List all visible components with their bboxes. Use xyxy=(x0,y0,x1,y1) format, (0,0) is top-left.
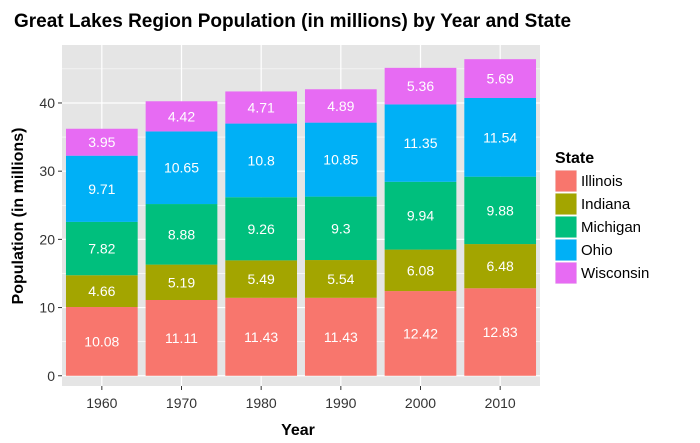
bar-ohio-2000 xyxy=(384,104,457,182)
y-tick-label: 20 xyxy=(39,231,55,247)
bar-indiana-1990 xyxy=(304,260,377,298)
legend-label-indiana: Indiana xyxy=(581,196,631,213)
data-label: 11.43 xyxy=(244,329,278,345)
bar-illinois-1990 xyxy=(304,297,377,376)
data-label: 10.65 xyxy=(164,160,199,176)
data-label: 5.49 xyxy=(248,271,275,287)
legend-swatch-illinois xyxy=(555,170,577,192)
data-label: 12.83 xyxy=(483,324,518,340)
x-axis: 1960 1970 1980 1990 2000 2010 xyxy=(86,386,516,411)
data-label: 9.71 xyxy=(88,181,115,197)
data-label: 7.82 xyxy=(88,241,115,257)
y-tick-label: 0 xyxy=(47,368,55,384)
data-labels: 10.08 11.11 11.43 11.43 12.42 12.83 4.66 5.19 5.… xyxy=(84,71,518,350)
bar-illinois-1980 xyxy=(225,297,298,376)
legend-swatch-ohio xyxy=(555,239,577,261)
bar-wisconsin-1970 xyxy=(145,101,218,132)
x-tick-label: 2010 xyxy=(485,395,516,411)
bar-indiana-1970 xyxy=(145,264,218,300)
bar-michigan-1990 xyxy=(304,196,377,261)
data-label: 9.88 xyxy=(487,202,514,218)
data-label: 5.69 xyxy=(487,71,514,87)
bar-illinois-1970 xyxy=(145,299,218,376)
bar-wisconsin-2010 xyxy=(464,59,537,98)
bar-michigan-2000 xyxy=(384,181,457,250)
legend: State Illinois Indiana Michigan Ohio Wiscons… xyxy=(555,150,649,284)
bars xyxy=(65,59,537,376)
legend-swatch-wisconsin xyxy=(555,262,577,284)
data-label: 6.48 xyxy=(487,258,514,274)
data-label: 4.42 xyxy=(168,108,195,124)
bar-indiana-1960 xyxy=(65,275,138,308)
bar-illinois-1960 xyxy=(65,307,138,376)
y-tick-label: 30 xyxy=(39,163,55,179)
data-label: 11.35 xyxy=(404,135,438,151)
bar-indiana-1980 xyxy=(225,260,298,298)
bar-michigan-1970 xyxy=(145,204,218,265)
bar-indiana-2010 xyxy=(464,244,537,289)
bar-indiana-2000 xyxy=(384,249,457,292)
bar-ohio-1980 xyxy=(225,123,298,198)
legend-label-michigan: Michigan xyxy=(581,219,641,236)
x-tick-label: 1990 xyxy=(325,395,356,411)
data-label: 3.95 xyxy=(88,134,115,150)
bar-ohio-2010 xyxy=(464,97,537,177)
bar-wisconsin-1990 xyxy=(304,89,377,123)
bar-ohio-1960 xyxy=(65,155,138,222)
y-tick-label: 10 xyxy=(39,300,55,316)
x-axis-title: Year xyxy=(281,422,315,439)
plot-panel xyxy=(62,45,540,386)
bar-michigan-1980 xyxy=(225,197,298,261)
x-tick-label: 2000 xyxy=(405,395,436,411)
legend-swatch-indiana xyxy=(555,193,577,215)
y-axis-title: Population (in millions) xyxy=(10,128,27,305)
legend-title: State xyxy=(555,150,594,167)
bar-wisconsin-2000 xyxy=(384,67,457,105)
bar-ohio-1990 xyxy=(304,122,377,197)
data-label: 10.85 xyxy=(323,152,358,168)
bar-michigan-1960 xyxy=(65,221,138,276)
data-label: 6.08 xyxy=(407,262,434,278)
data-label: 5.36 xyxy=(407,78,434,94)
data-label: 5.54 xyxy=(327,271,354,287)
x-tick-label: 1980 xyxy=(246,395,277,411)
x-tick-label: 1960 xyxy=(86,395,117,411)
data-label: 10.8 xyxy=(248,152,275,168)
legend-label-illinois: Illinois xyxy=(581,173,623,190)
bar-illinois-2000 xyxy=(384,291,457,376)
legend-label-ohio: Ohio xyxy=(581,242,613,259)
data-label: 12.42 xyxy=(403,325,438,341)
data-label: 9.26 xyxy=(248,221,275,237)
data-label: 9.94 xyxy=(407,208,434,224)
data-label: 10.08 xyxy=(84,333,119,349)
bar-illinois-2010 xyxy=(464,288,537,376)
legend-label-wisconsin: Wisconsin xyxy=(581,265,649,282)
data-label: 9.3 xyxy=(331,220,351,236)
bar-wisconsin-1980 xyxy=(225,91,298,124)
chart-title: Great Lakes Region Population (in millio… xyxy=(14,11,571,32)
data-label: 4.89 xyxy=(327,98,354,114)
data-label: 8.88 xyxy=(168,226,195,242)
y-axis: 0 10 20 30 40 xyxy=(39,95,62,384)
data-label: 4.71 xyxy=(248,100,275,116)
data-label: 11.11 xyxy=(165,330,198,346)
data-label: 5.19 xyxy=(168,274,195,290)
bar-michigan-2010 xyxy=(464,176,537,245)
bar-wisconsin-1960 xyxy=(65,128,138,156)
data-label: 4.66 xyxy=(88,283,115,299)
legend-swatch-michigan xyxy=(555,216,577,238)
bar-ohio-1970 xyxy=(145,131,218,205)
data-label: 11.43 xyxy=(324,329,358,345)
data-label: 11.54 xyxy=(483,129,517,145)
y-tick-label: 40 xyxy=(39,95,55,111)
x-tick-label: 1970 xyxy=(166,395,197,411)
